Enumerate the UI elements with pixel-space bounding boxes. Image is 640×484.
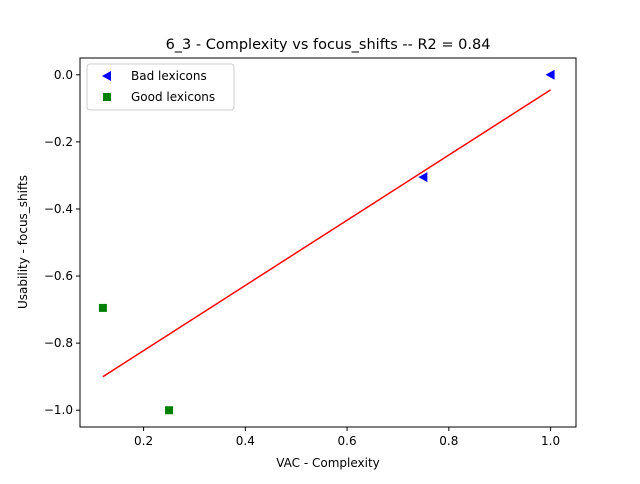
x-tick-label-3: 0.8 xyxy=(439,434,458,448)
x-axis-label: VAC - Complexity xyxy=(276,456,380,470)
y-tick-label-2: −0.4 xyxy=(44,202,73,216)
x-tick-label-1: 0.4 xyxy=(236,434,255,448)
square-marker-1-0 xyxy=(98,303,107,312)
plot-area xyxy=(98,69,555,415)
y-tick-label-3: −0.6 xyxy=(44,269,73,283)
legend: Bad lexicons Good lexicons xyxy=(86,63,235,111)
y-tick-label-4: −0.8 xyxy=(44,336,73,350)
x-tick-label-4: 1.0 xyxy=(541,434,560,448)
legend-label-1: Good lexicons xyxy=(131,90,215,104)
triangle-marker-0-1 xyxy=(418,172,428,183)
x-tick-label-2: 0.6 xyxy=(338,434,357,448)
y-tick-label-0: 0.0 xyxy=(54,68,73,82)
legend-marker-1 xyxy=(103,93,111,101)
triangle-marker-0-0 xyxy=(545,69,555,80)
y-tick-label-1: −0.2 xyxy=(44,135,73,149)
legend-marker-0 xyxy=(102,71,111,81)
x-axis: 0.2 0.4 0.6 0.8 1.0 xyxy=(134,427,560,448)
y-tick-label-5: −1.0 xyxy=(44,403,73,417)
legend-box xyxy=(86,63,235,111)
y-axis-label: Usability - focus_shifts xyxy=(16,175,30,309)
regression-line xyxy=(102,89,551,378)
plot-frame xyxy=(79,57,577,428)
legend-label-0: Bad lexicons xyxy=(131,69,207,83)
square-marker-1-1 xyxy=(165,406,174,415)
y-axis: 0.0 −0.2 −0.4 −0.6 −0.8 −1.0 xyxy=(44,68,80,417)
chart-title: 6_3 - Complexity vs focus_shifts -- R2 =… xyxy=(166,37,491,53)
x-tick-label-0: 0.2 xyxy=(134,434,153,448)
